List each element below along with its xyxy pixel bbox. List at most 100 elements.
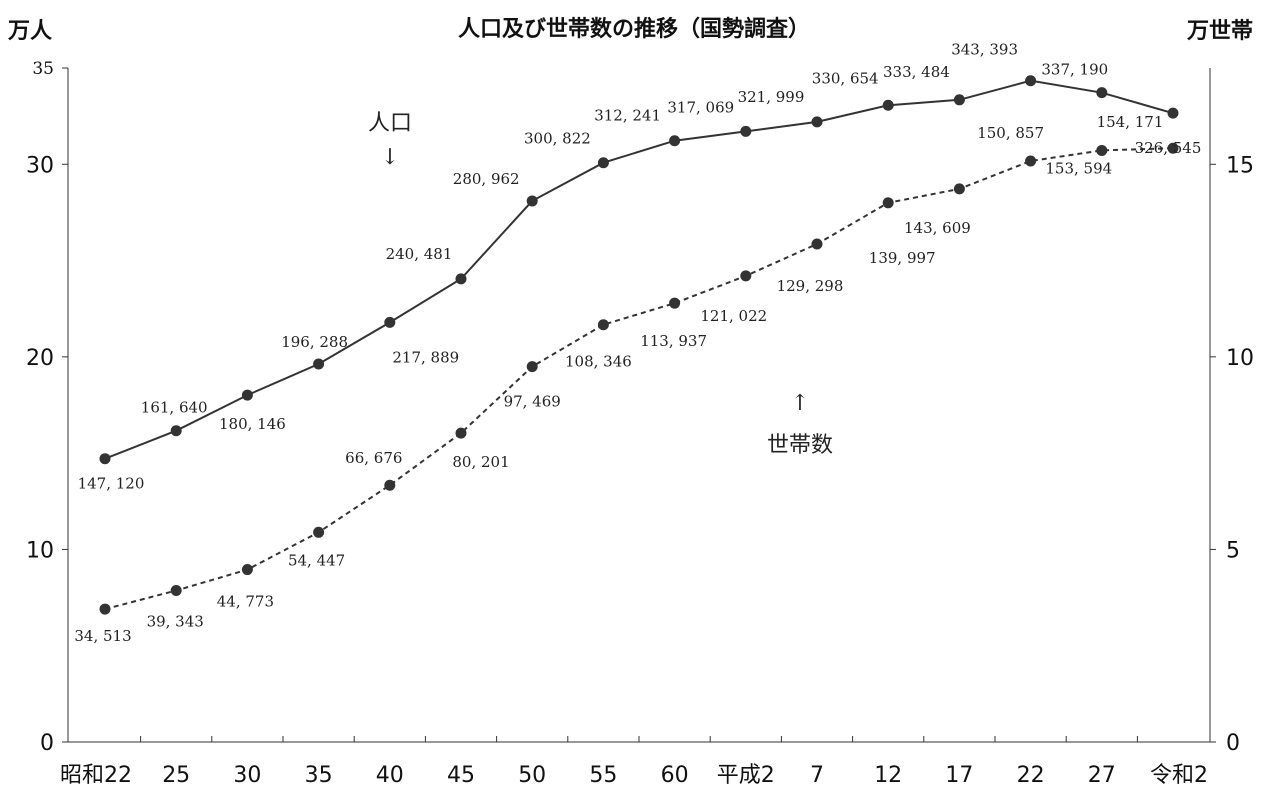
right-y-tick-label: 5 (1226, 538, 1240, 563)
population-data-label: 321, 999 (738, 88, 805, 106)
population-data-label: 217, 889 (392, 348, 459, 366)
households-data-label: 80, 201 (452, 453, 509, 471)
households-data-label: 153, 594 (1045, 159, 1112, 177)
households-point (669, 297, 681, 309)
population-annotation: 人口 (368, 111, 412, 136)
data-labels: 147, 120 161, 640 180, 146 196, 288 217, 889… (74, 41, 1201, 645)
population-point (526, 195, 538, 207)
households-point (99, 603, 111, 615)
households-data-label: 143, 609 (904, 219, 971, 237)
population-point (170, 425, 182, 437)
population-point (241, 389, 253, 401)
population-point (740, 125, 752, 137)
population-data-label: 312, 241 (594, 107, 661, 125)
right-axis-unit: 万世帯 (1186, 18, 1253, 44)
households-point (170, 584, 182, 596)
series-lines (104, 79, 1174, 611)
households-data-label: 121, 022 (700, 307, 767, 325)
x-tick-label: 45 (447, 763, 475, 788)
x-tick-label: 30 (233, 763, 261, 788)
population-data-label: 343, 393 (951, 41, 1018, 59)
households-point (597, 319, 609, 331)
households-point (241, 564, 253, 576)
population-data-label: 300, 822 (524, 130, 591, 148)
x-tick-label: 22 (1017, 763, 1045, 788)
households-point (1167, 142, 1179, 154)
households-point (526, 361, 538, 373)
left-y-tick-label: 20 (26, 346, 54, 371)
population-data-label: 161, 640 (141, 399, 208, 417)
x-tick-label: 60 (661, 763, 689, 788)
x-tick-label: 17 (945, 763, 973, 788)
population-annotation-arrow: ↓ (381, 145, 399, 170)
population-data-label: 147, 120 (78, 475, 145, 493)
x-tick-label: 35 (305, 763, 333, 788)
population-data-label: 337, 190 (1041, 61, 1108, 79)
households-data-label: 113, 937 (640, 332, 707, 350)
households-point (811, 238, 823, 250)
x-tick-label: 昭和22 (60, 763, 132, 788)
households-line (104, 147, 1174, 611)
population-point (384, 316, 396, 328)
households-data-label: 39, 343 (147, 613, 204, 631)
households-data-label: 150, 857 (977, 124, 1044, 142)
population-data-label: 326, 545 (1135, 139, 1202, 157)
right-y-tick-label: 10 (1226, 346, 1254, 371)
x-tick-label: 令和2 (1150, 763, 1208, 788)
x-tick-label: 50 (518, 763, 546, 788)
x-tick-label: 27 (1088, 763, 1116, 788)
x-tick-label: 55 (589, 763, 617, 788)
households-data-label: 97, 469 (504, 393, 561, 411)
right-y-tick-label: 15 (1226, 153, 1254, 178)
population-point (811, 116, 823, 128)
population-point (1096, 87, 1108, 99)
x-tick-label: 7 (810, 763, 824, 788)
x-tick-label: 12 (874, 763, 902, 788)
households-point (313, 526, 325, 538)
population-point (597, 157, 609, 169)
households-annotation-arrow: ↑ (791, 391, 809, 416)
population-point (1167, 107, 1179, 119)
left-y-ticks: 0 10 20 30 35 (26, 59, 68, 756)
population-point (1025, 75, 1037, 87)
households-data-label: 154, 171 (1097, 113, 1164, 131)
population-point (882, 99, 894, 111)
left-y-tick-label: 30 (26, 153, 54, 178)
households-point (455, 427, 467, 439)
chart-title: 人口及び世帯数の推移（国勢調査） (458, 16, 810, 42)
households-data-label: 66, 676 (345, 449, 402, 467)
population-point (953, 94, 965, 106)
population-data-label: 196, 288 (281, 333, 348, 351)
x-tick-label: 25 (162, 763, 190, 788)
population-data-label: 317, 069 (667, 98, 734, 116)
left-axis-unit: 万人 (7, 19, 52, 44)
households-data-label: 108, 346 (565, 353, 632, 371)
households-point (1025, 155, 1037, 167)
population-point (99, 453, 111, 465)
x-tick-label: 40 (376, 763, 404, 788)
households-point (1096, 144, 1108, 156)
households-data-label: 44, 773 (217, 593, 274, 611)
population-data-label: 330, 654 (812, 69, 879, 87)
households-data-label: 34, 513 (74, 627, 131, 645)
population-point (313, 358, 325, 370)
population-data-label: 180, 146 (219, 415, 286, 433)
population-point (455, 273, 467, 285)
right-y-ticks: 0 5 10 15 (1210, 153, 1254, 756)
households-data-label: 54, 447 (288, 551, 345, 569)
right-y-tick-label: 0 (1226, 731, 1240, 756)
population-data-label: 240, 481 (386, 245, 453, 263)
households-data-label: 129, 298 (777, 277, 844, 295)
households-point (882, 197, 894, 209)
x-axis-ticks: 昭和22 25 30 35 40 45 50 55 60 平成2 7 12 17 22 27 令和2 (60, 736, 1208, 788)
left-y-tick-label: 0 (40, 731, 54, 756)
series-points (99, 75, 1179, 615)
population-data-label: 280, 962 (453, 170, 520, 188)
population-line (104, 79, 1174, 460)
households-annotation: 世帯数 (767, 433, 833, 458)
households-point (384, 479, 396, 491)
households-data-label: 139, 997 (869, 249, 936, 267)
x-tick-label: 平成2 (717, 763, 775, 788)
population-data-label: 333, 484 (883, 63, 950, 81)
